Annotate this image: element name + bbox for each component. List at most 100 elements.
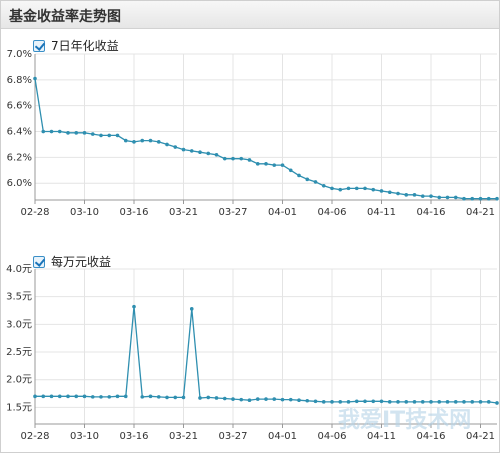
data-point [156, 140, 161, 144]
data-point [297, 398, 301, 402]
data-point [321, 183, 326, 188]
data-point [66, 394, 70, 399]
x-tick-label: 04-16 [416, 207, 445, 218]
data-point [189, 307, 194, 311]
data-point [206, 395, 211, 400]
x-tick-label: 03-10 [70, 431, 99, 442]
data-point [33, 76, 37, 81]
data-point [462, 196, 466, 201]
data-point [82, 131, 87, 135]
data-point [231, 397, 235, 401]
data-point [49, 394, 54, 399]
data-point [470, 400, 475, 404]
data-point [495, 196, 499, 201]
data-point [57, 394, 62, 399]
data-point [239, 397, 244, 402]
data-point [99, 395, 103, 399]
y-tick-label: 6.6% [7, 101, 32, 112]
data-point [453, 195, 458, 200]
x-tick-label: 02-28 [20, 207, 49, 218]
data-point [99, 133, 103, 138]
data-point [173, 395, 178, 400]
data-point [74, 131, 79, 135]
y-tick-label: 7.0% [7, 49, 32, 60]
data-point [313, 180, 318, 184]
data-point [371, 187, 376, 192]
data-point [478, 196, 483, 201]
data-point [420, 194, 425, 198]
data-point [264, 397, 268, 401]
y-tick-label: 2.0元 [6, 375, 32, 386]
y-tick-label: 4.0元 [6, 264, 32, 275]
data-point [305, 398, 310, 403]
data-point [313, 399, 318, 404]
data-point [247, 398, 252, 402]
panel-header: 基金收益率走势图 [1, 1, 499, 29]
data-point [363, 399, 367, 404]
data-point [90, 395, 95, 399]
data-point [272, 163, 277, 167]
data-point [437, 400, 442, 404]
data-point [486, 400, 491, 404]
data-point [420, 400, 425, 404]
legend-per-10k-income[interactable]: 每万元收益 [33, 253, 111, 270]
data-point [181, 395, 186, 400]
x-tick-label: 04-21 [466, 431, 495, 442]
x-tick-label: 04-06 [317, 207, 346, 218]
data-point [305, 177, 310, 182]
data-point [264, 162, 268, 166]
data-point [214, 152, 219, 157]
data-point [371, 399, 376, 404]
data-point [330, 186, 334, 191]
data-point [429, 194, 433, 198]
data-point [222, 396, 227, 401]
data-point [412, 193, 417, 197]
legend-label: 每万元收益 [51, 255, 112, 269]
x-tick-label: 04-16 [416, 431, 445, 442]
x-tick-label: 04-11 [367, 207, 396, 218]
data-point [354, 186, 359, 191]
checkbox-icon[interactable] [33, 255, 45, 268]
data-point [486, 196, 491, 201]
data-point [66, 131, 70, 135]
data-point [107, 133, 112, 138]
seven-day-yield-chart: 6.0% 6.2% 6.4% 6.6% 6.8% 7.0% 02-28 03-10 03-16 0… [7, 49, 499, 218]
data-point [165, 395, 169, 400]
y-tick-label: 6.4% [7, 127, 32, 138]
y-tick-label: 3.0元 [6, 319, 32, 330]
data-point [82, 394, 87, 399]
x-tick-label: 03-16 [119, 431, 148, 442]
data-point [140, 138, 145, 143]
data-point [346, 400, 351, 404]
legend-seven-day-yield[interactable]: 7日年化收益 [33, 37, 119, 54]
data-point [445, 400, 450, 404]
data-point [280, 397, 285, 402]
data-point [214, 396, 219, 400]
data-point [288, 397, 293, 402]
x-tick-label: 03-10 [70, 207, 99, 218]
data-point [280, 163, 285, 167]
data-point [429, 400, 433, 404]
data-point [198, 396, 202, 400]
data-point [404, 400, 409, 404]
data-point [330, 400, 334, 404]
data-point [189, 149, 194, 153]
data-point [206, 151, 211, 156]
data-point [437, 195, 442, 200]
data-point [297, 173, 301, 178]
per-10k-income-chart: 1.5元 2.0元 2.5元 3.0元 3.5元 4.0元 02-28 03-10 03-16 0… [6, 264, 499, 442]
data-point [255, 397, 260, 401]
y-tick-label: 6.2% [7, 152, 32, 163]
y-tick-label: 6.0% [7, 178, 32, 189]
data-point [288, 168, 293, 173]
data-point [478, 400, 483, 404]
checkbox-icon[interactable] [33, 39, 45, 52]
data-point [107, 395, 112, 399]
data-point [57, 129, 62, 134]
data-point [404, 193, 409, 197]
y-tick-label: 2.5元 [6, 347, 32, 358]
data-point [132, 140, 136, 144]
data-point [396, 400, 400, 404]
data-point [272, 397, 277, 401]
